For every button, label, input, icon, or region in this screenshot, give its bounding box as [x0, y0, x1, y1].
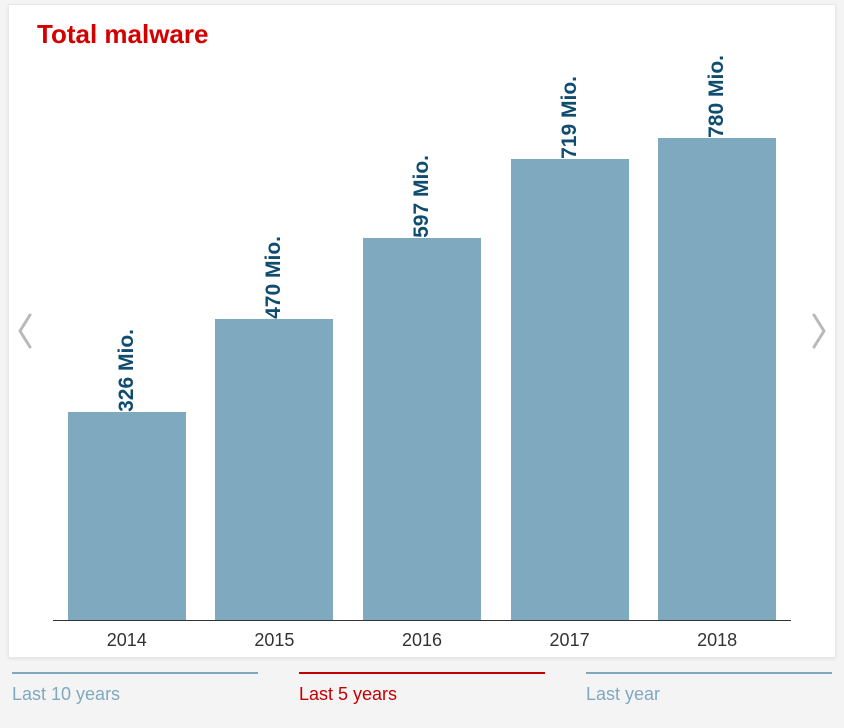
bar-slot: 470 Mio.: [201, 45, 349, 621]
bar-slot: 597 Mio.: [348, 45, 496, 621]
bar: [68, 412, 186, 621]
range-tab[interactable]: Last 10 years: [12, 672, 258, 705]
prev-arrow[interactable]: [13, 309, 37, 353]
bar-value-label: 470 Mio.: [262, 226, 286, 319]
chart-baseline: [53, 620, 791, 621]
bar-value-label: 780 Mio.: [705, 45, 729, 138]
bar-value-label: 719 Mio.: [558, 66, 582, 159]
chart-plot: 326 Mio. 470 Mio. 597 Mio. 719 Mio. 780 Mio.: [53, 45, 791, 621]
x-axis-label: 2014: [53, 630, 201, 651]
bar-value-label: 326 Mio.: [115, 319, 139, 412]
x-axis-label: 2015: [201, 630, 349, 651]
x-axis-label: 2016: [348, 630, 496, 651]
bar: [658, 138, 776, 621]
bar: [511, 159, 629, 621]
range-tab[interactable]: Last year: [586, 672, 832, 705]
bar: [215, 319, 333, 621]
chart-card: Total malware 326 Mio.470 Mio.597 Mio.71…: [8, 4, 836, 658]
bar-slot: 326 Mio.: [53, 45, 201, 621]
bar-slot: 719 Mio.: [496, 45, 644, 621]
range-tab[interactable]: Last 5 years: [299, 672, 545, 705]
range-tabs: Last 10 years Last 5 years Last year: [8, 672, 836, 705]
bar: [363, 238, 481, 621]
bar-slot: 780 Mio.: [643, 45, 791, 621]
chevron-left-icon: [16, 313, 34, 349]
bar-value-label: 597 Mio.: [410, 145, 434, 238]
next-arrow[interactable]: [807, 309, 831, 353]
x-axis-label: 2018: [643, 630, 791, 651]
chevron-right-icon: [810, 313, 828, 349]
x-axis-label: 2017: [496, 630, 644, 651]
